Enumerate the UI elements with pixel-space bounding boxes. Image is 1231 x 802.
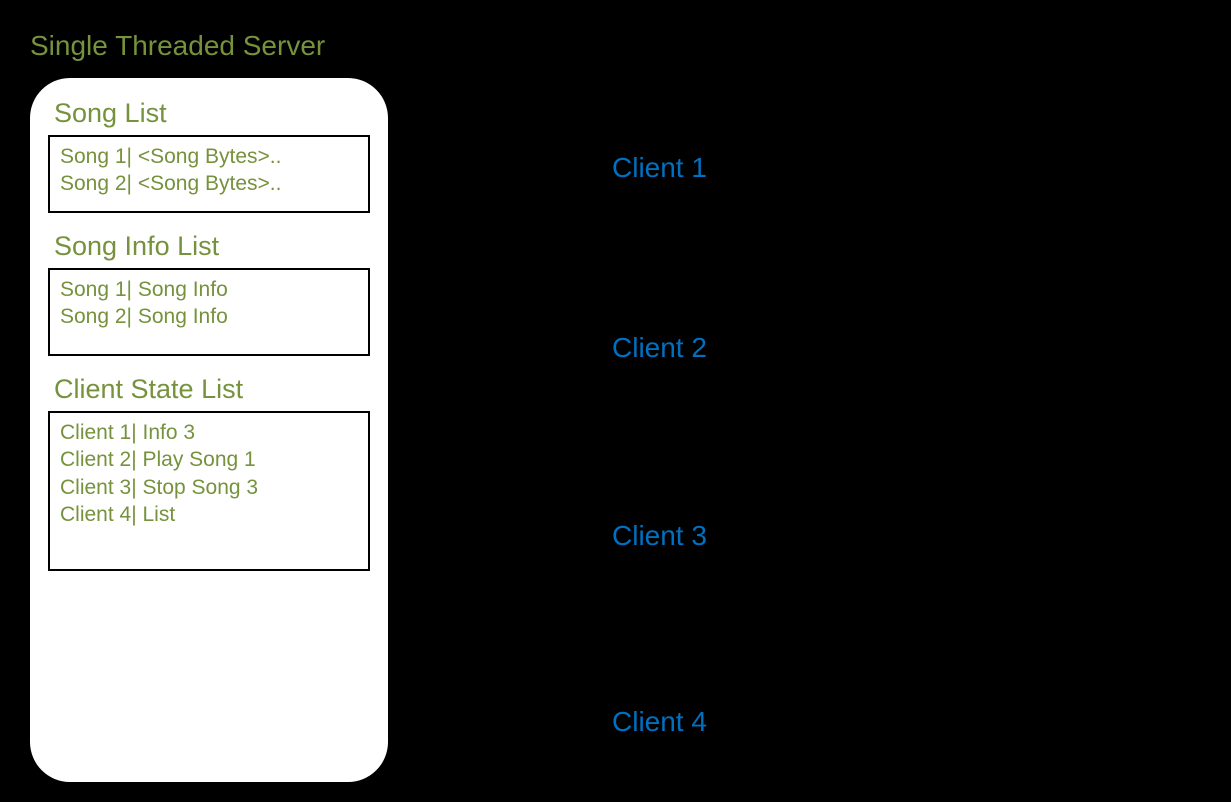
list-item: Client 3| Stop Song 3 (60, 474, 358, 501)
list-item: Client 1| Info 3 (60, 419, 358, 446)
client-state-box: Client 1| Info 3 Client 2| Play Song 1 C… (48, 411, 370, 571)
song-info-box: Song 1| Song Info Song 2| Song Info (48, 268, 370, 356)
song-info-section: Song Info List Song 1| Song Info Song 2|… (48, 231, 370, 356)
server-container: Song List Song 1| <Song Bytes>.. Song 2|… (30, 78, 388, 782)
client-3-label: Client 3 (612, 520, 707, 552)
list-item: Client 2| Play Song 1 (60, 446, 358, 473)
song-list-box: Song 1| <Song Bytes>.. Song 2| <Song Byt… (48, 135, 370, 213)
song-list-section: Song List Song 1| <Song Bytes>.. Song 2|… (48, 98, 370, 213)
list-item: Client 4| List (60, 501, 358, 528)
song-list-title: Song List (48, 98, 370, 129)
client-state-title: Client State List (48, 374, 370, 405)
song-info-title: Song Info List (48, 231, 370, 262)
client-4-label: Client 4 (612, 706, 707, 738)
list-item: Song 2| <Song Bytes>.. (60, 170, 358, 197)
client-2-label: Client 2 (612, 332, 707, 364)
list-item: Song 1| <Song Bytes>.. (60, 143, 358, 170)
list-item: Song 2| Song Info (60, 303, 358, 330)
server-title: Single Threaded Server (30, 30, 325, 62)
list-item: Song 1| Song Info (60, 276, 358, 303)
client-1-label: Client 1 (612, 152, 707, 184)
client-state-section: Client State List Client 1| Info 3 Clien… (48, 374, 370, 571)
